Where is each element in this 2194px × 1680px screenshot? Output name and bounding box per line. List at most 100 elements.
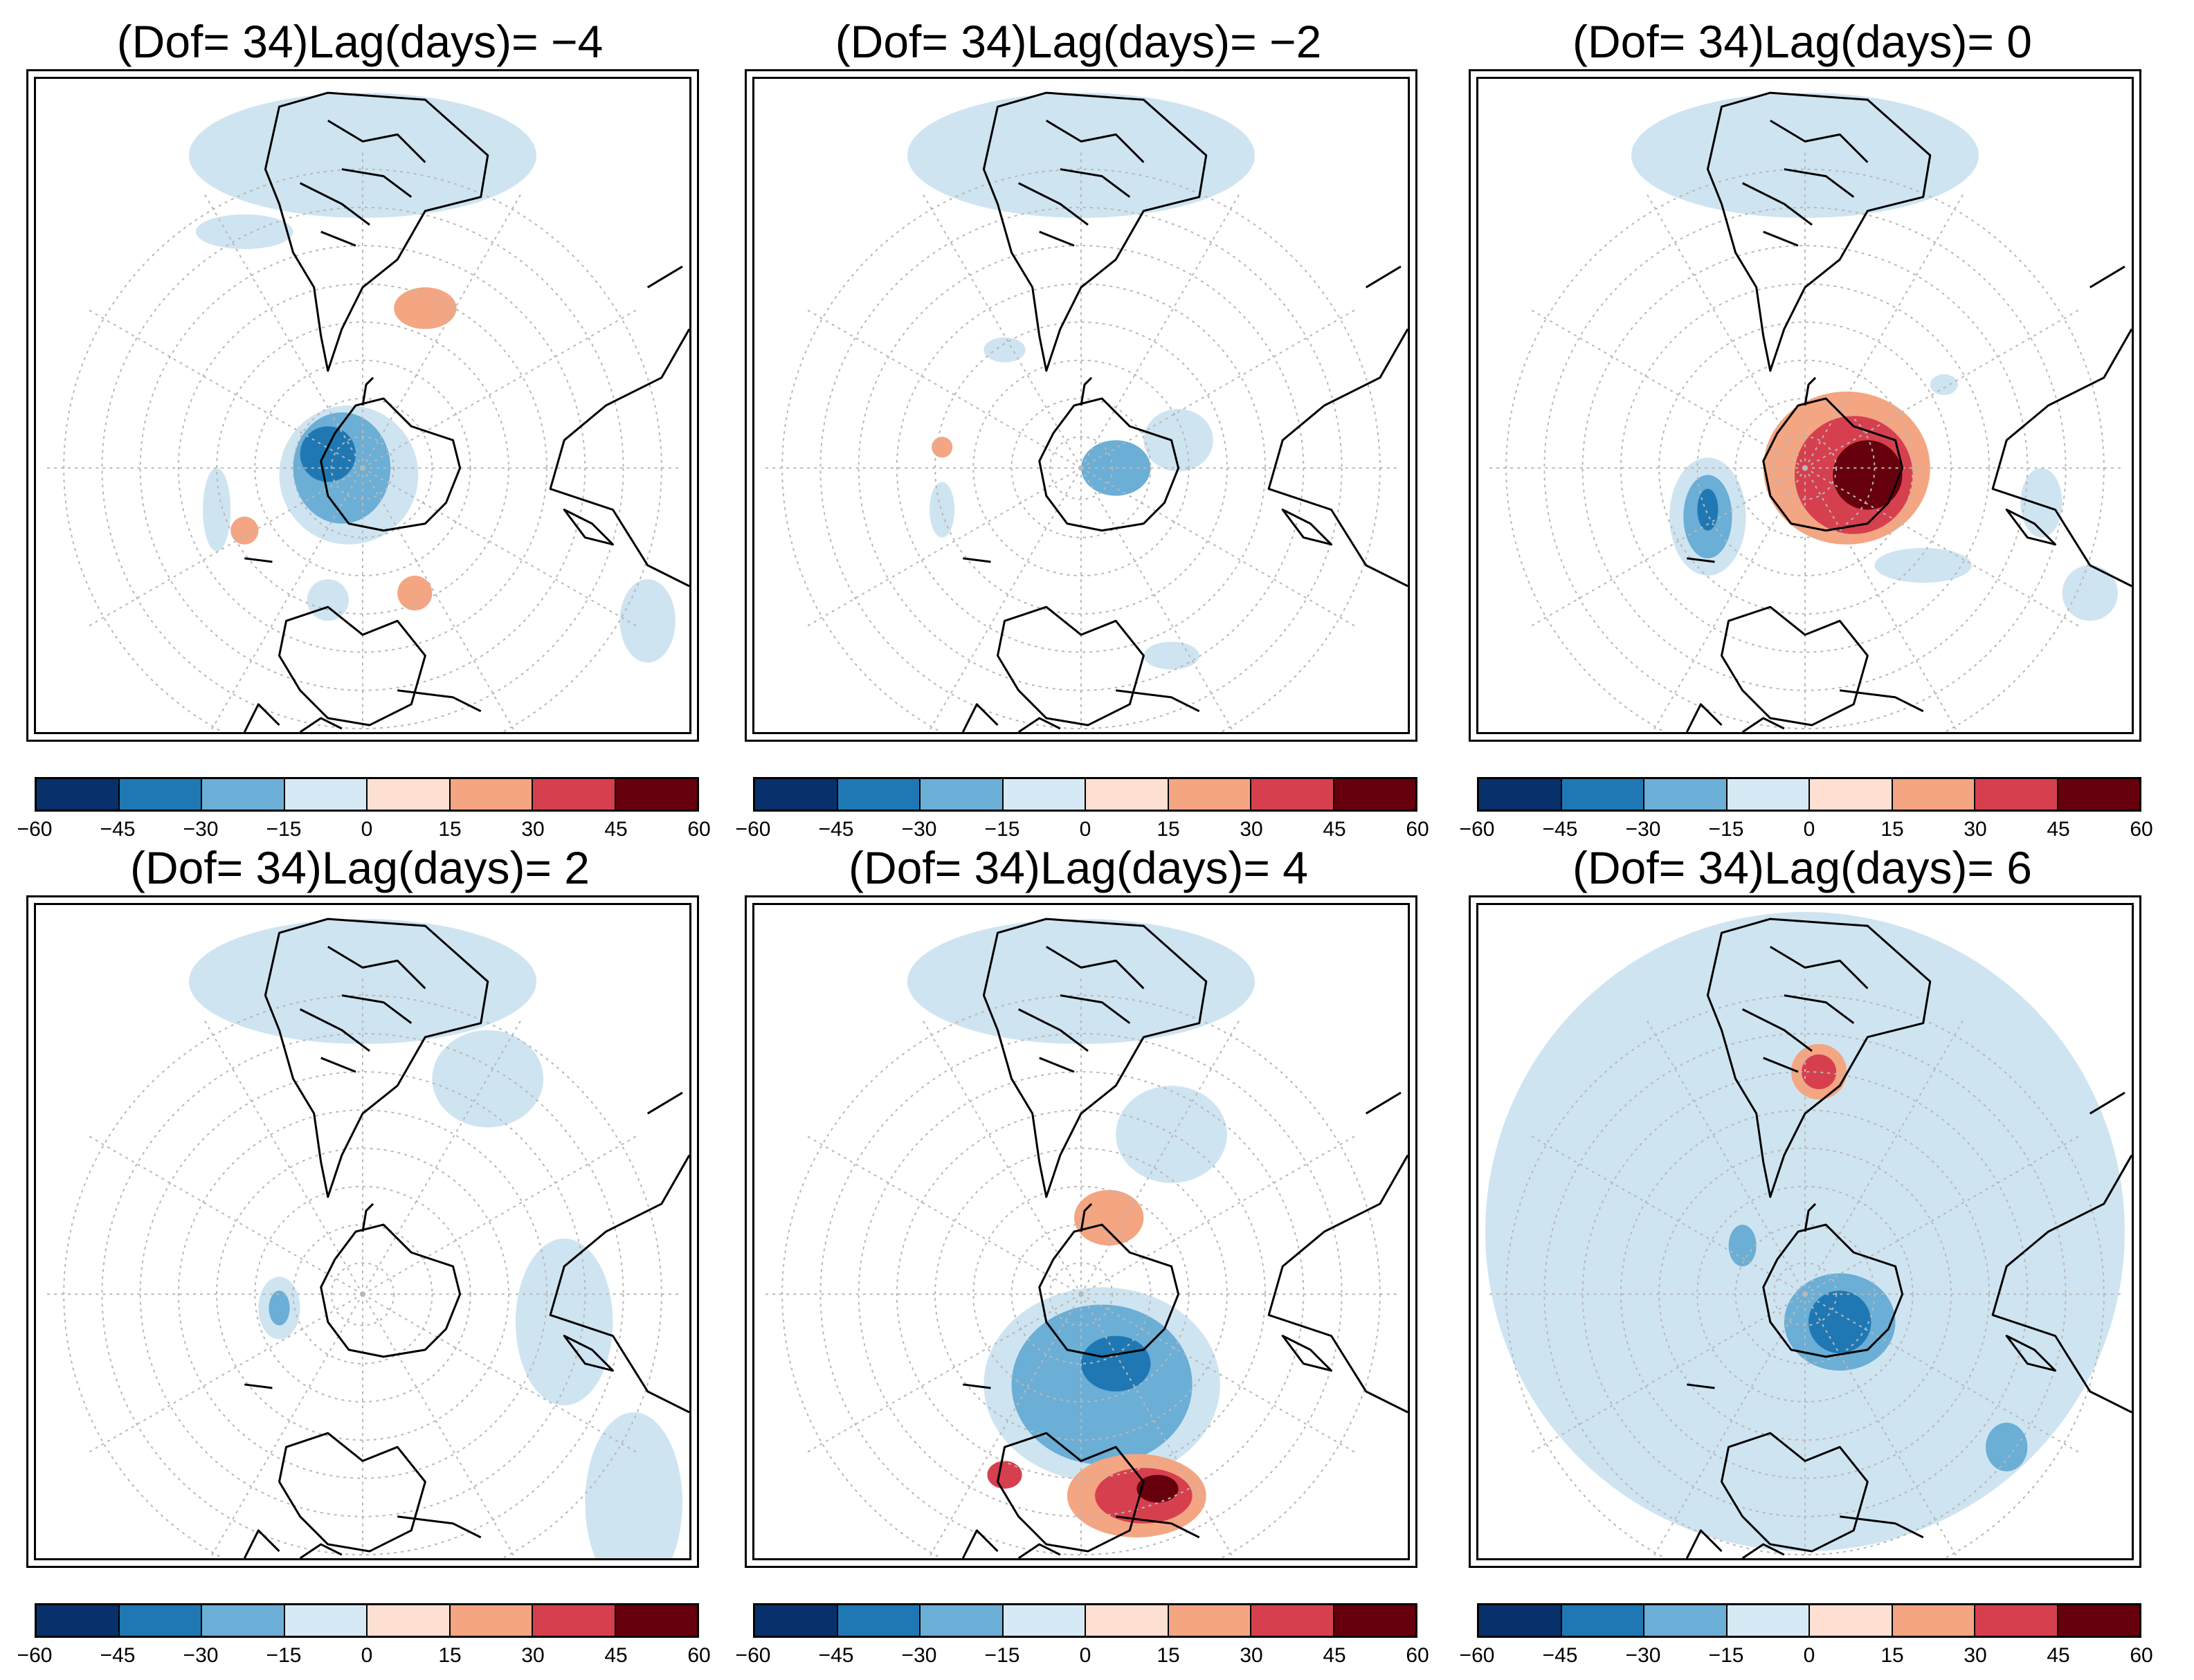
lat-lon-grid [761,148,1401,732]
colorbar-tick-label: 0 [1803,818,1815,841]
colorbar-segment [450,779,533,810]
colorbar-tick-label: 45 [1323,818,1346,841]
colorbar-tick-label: −30 [1625,1644,1661,1667]
anomaly-shading [188,919,682,1558]
colorbar-tick-label: −15 [1708,1644,1744,1667]
polar-map [43,91,689,732]
colorbar [1477,1603,2141,1638]
colorbar-tick-label: −60 [17,1644,53,1667]
negative-anomaly [2062,565,2118,621]
colorbar-segment [1086,1605,1169,1636]
colorbar-segment [202,779,285,810]
colorbar-ticks: −60 −45 −30 −15 0 15 30 45 60 [736,818,1429,843]
colorbar-tick-label: 30 [1964,818,1987,841]
polar-map [1485,912,2132,1558]
negative-anomaly [1116,1086,1227,1183]
colorbar-tick-label: −45 [100,1644,136,1667]
colorbar-tick-label: 60 [2130,1644,2153,1667]
colorbar-tick-label: 30 [1240,1644,1263,1667]
colorbar-tick-label: −30 [183,1644,219,1667]
negative-anomaly [1728,1224,1757,1267]
colorbar-tick-label: −15 [984,818,1020,841]
negative-anomaly [585,1412,682,1558]
coastlines [1685,917,2132,1558]
colorbar-tick-label: −15 [266,818,302,841]
colorbar-tick-label: −15 [984,1644,1020,1667]
colorbar-tick-label: −60 [1459,1644,1495,1667]
colorbar-segment [837,1605,921,1636]
coastlines [961,917,1408,1558]
coastlines [961,91,1408,732]
colorbar-segment [1479,1605,1562,1636]
colorbar-segment [755,1605,838,1636]
map-frame [1469,895,2141,1568]
colorbar-tick-label: 0 [1079,818,1091,841]
colorbar-segment [1810,1605,1893,1636]
colorbar [753,1603,1417,1638]
colorbar-segment [1727,1605,1810,1636]
colorbar-tick-label: 0 [361,1644,373,1667]
colorbar [35,1603,699,1638]
colorbar-segment [37,1605,120,1636]
colorbar-segment [755,779,838,810]
map-panel: (Dof= 34)Lag(days)= 4 −60 −45 −30 −15 0 15 30 45… [732,840,1429,1670]
map-panel: (Dof= 34)Lag(days)= 0 −60 −45 −30 −15 0 15 30 45… [1456,14,2153,844]
negative-anomaly [1808,1290,1871,1353]
colorbar-segment [119,1605,202,1636]
negative-anomaly [1143,641,1199,670]
colorbar-tick-label: 0 [1079,1644,1091,1667]
colorbar-segment [2058,1605,2139,1636]
colorbar-segment [1168,1605,1251,1636]
colorbar-ticks: −60 −45 −30 −15 0 15 30 45 60 [1460,818,2153,843]
colorbar-tick-label: −30 [901,818,937,841]
negative-anomaly [930,482,955,538]
colorbar-tick-label: 45 [1323,1644,1346,1667]
negative-anomaly [619,579,676,663]
map-panel: (Dof= 34)Lag(days)= −4 −60 −45 −30 −15 0 15 30 4… [14,14,711,844]
negative-anomaly [1874,547,1973,583]
colorbar-segment [202,1605,285,1636]
polar-map [1485,91,2132,732]
colorbar-segment [921,1605,1004,1636]
colorbar-segment [615,1605,697,1636]
coastlines [243,91,689,732]
negative-anomaly [1143,409,1213,472]
map-panel: (Dof= 34)Lag(days)= 6 −60 −45 −30 −15 0 15 30 45… [1456,840,2153,1670]
colorbar-tick-label: 60 [1406,818,1429,841]
colorbar-tick-label: 0 [1803,1644,1815,1667]
colorbar-segment [37,779,120,810]
colorbar-segment [615,779,697,810]
colorbar-segment [1003,779,1086,810]
negative-anomaly [2020,468,2062,538]
colorbar-ticks: −60 −45 −30 −15 0 15 30 45 60 [17,1644,711,1669]
colorbar-segment [1334,779,1415,810]
colorbar-segment [1644,1605,1728,1636]
colorbar-segment [837,779,921,810]
negative-anomaly [1081,1335,1151,1391]
polar-map [761,917,1408,1558]
map-frame [1469,69,2141,742]
colorbar-tick-label: −60 [17,818,53,841]
colorbar-segment [533,779,616,810]
colorbar-segment [1975,1605,2058,1636]
positive-anomaly [1136,1474,1179,1503]
panel-title: (Dof= 34)Lag(days)= 4 [848,842,1309,893]
colorbar-tick-label: −30 [1625,818,1661,841]
colorbar-tick-label: 45 [2047,1644,2070,1667]
colorbar-segment [2058,779,2139,810]
anomaly-shading [1485,912,2125,1551]
colorbar-tick-label: 30 [1964,1644,1987,1667]
colorbar-tick-label: 30 [521,1644,545,1667]
colorbar-segment [1727,779,1810,810]
colorbar-segment [119,779,202,810]
colorbar-tick-label: 60 [2130,818,2153,841]
panel-title: (Dof= 34)Lag(days)= 2 [129,842,590,893]
positive-anomaly [1833,440,1903,510]
positive-anomaly [987,1461,1022,1489]
colorbar-segment [284,1605,368,1636]
colorbar-ticks: −60 −45 −30 −15 0 15 30 45 60 [1460,1644,2153,1669]
colorbar-tick-label: 15 [438,1644,462,1667]
colorbar-tick-label: 0 [361,818,373,841]
colorbar-segment [1334,1605,1415,1636]
negative-anomaly [983,337,1026,363]
